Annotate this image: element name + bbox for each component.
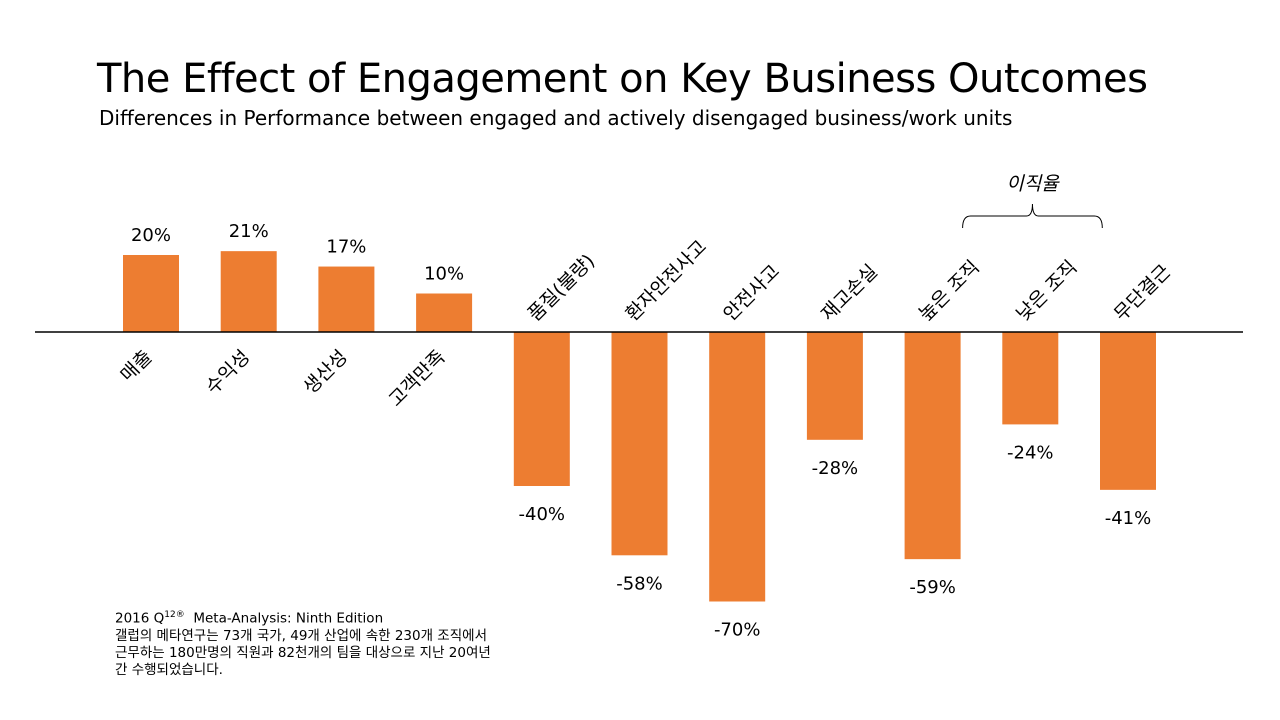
category-label: 재고손실: [817, 261, 882, 326]
data-label: -40%: [519, 504, 566, 525]
data-label: -41%: [1105, 508, 1152, 529]
bar: [904, 332, 961, 560]
category-label: 낮은 조직: [1012, 256, 1081, 325]
bar: [1002, 332, 1059, 425]
bar: [1100, 332, 1156, 490]
data-label: 17%: [326, 237, 366, 258]
group-label: 이직율: [1006, 173, 1060, 195]
data-label: -70%: [714, 620, 761, 641]
note-line2: 갤럽의 메타연구는 73개 국가, 49개 산업에 속한 230개 조직에서: [115, 627, 487, 644]
data-label: -28%: [812, 458, 859, 479]
data-label: 20%: [131, 225, 171, 246]
note-sup: 12®: [164, 610, 185, 620]
data-label: -24%: [1007, 442, 1054, 463]
category-label: 수익성: [202, 346, 255, 399]
note-line1: 2016 Q: [115, 610, 165, 627]
note-line3: 근무하는 180만명의 직원과 82천개의 팀을 대상으로 지난 20여년: [115, 644, 491, 661]
data-label: 10%: [424, 264, 464, 285]
bar: [318, 266, 375, 332]
bar: [220, 251, 277, 332]
category-label: 무단결근: [1110, 261, 1175, 326]
chart-title: The Effect of Engagement on Key Business…: [97, 56, 1148, 102]
data-label: -58%: [616, 573, 663, 594]
data-label: -59%: [909, 577, 956, 598]
category-label: 안전사고: [719, 261, 784, 326]
chart-subtitle: Differences in Performance between engag…: [99, 106, 1013, 130]
category-label: 매출: [116, 346, 156, 386]
bar: [513, 332, 570, 486]
bar: [123, 255, 179, 332]
note-line4: 간 수행되었습니다.: [115, 661, 223, 678]
source-note: 2016 Q12® Meta-Analysis: Ninth Edition 갤…: [115, 607, 491, 679]
category-label: 고객만족: [385, 346, 450, 411]
bar: [709, 332, 766, 602]
note-line1-post: Meta-Analysis: Ninth Edition: [184, 610, 384, 627]
bar: [806, 332, 863, 440]
category-label: 생산성: [299, 346, 352, 399]
data-label: 21%: [229, 221, 269, 242]
bar: [611, 332, 668, 556]
category-label: 높은 조직: [915, 256, 984, 325]
group-brace: [962, 203, 1103, 229]
category-label: 품질(불량): [524, 250, 599, 325]
bar: [416, 293, 473, 332]
category-label: 환자안전사고: [621, 236, 711, 326]
